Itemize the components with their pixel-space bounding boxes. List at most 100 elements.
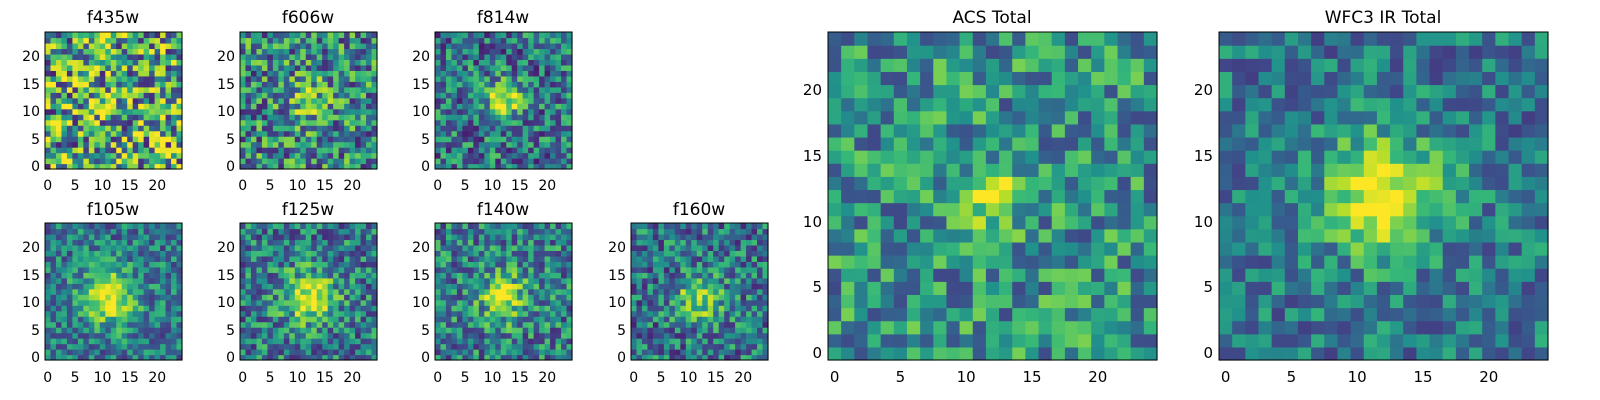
heatmap-cell	[250, 136, 258, 143]
heatmap-cell	[544, 294, 551, 301]
heatmap-cell	[566, 294, 573, 301]
heatmap-cell	[456, 163, 463, 170]
heatmap-cell	[500, 37, 507, 44]
heatmap-cell	[66, 233, 73, 241]
heatmap-cell	[663, 228, 670, 235]
heatmap-cell	[138, 92, 145, 99]
heatmap-cell	[555, 53, 562, 60]
heatmap-cell	[561, 86, 568, 93]
heatmap-cell	[245, 305, 252, 312]
heatmap-cell	[445, 163, 453, 170]
heatmap-cell	[77, 92, 84, 99]
heatmap-cell	[245, 239, 252, 246]
heatmap-cell	[473, 75, 480, 82]
heatmap-cell	[322, 316, 329, 323]
heatmap-cell	[500, 310, 507, 317]
heatmap-cell	[121, 349, 128, 356]
heatmap-cell	[272, 81, 279, 88]
heatmap-cell	[316, 141, 323, 148]
heatmap-cell	[539, 255, 546, 262]
heatmap-cell	[294, 64, 301, 71]
heatmap-cell	[561, 70, 568, 77]
heatmap-cell	[240, 272, 247, 279]
heatmap-cell	[322, 223, 329, 230]
heatmap-cell	[94, 327, 101, 334]
heatmap-cell	[261, 244, 268, 251]
heatmap-cell	[451, 48, 458, 55]
heatmap-cell	[267, 53, 274, 60]
heatmap-cell	[854, 307, 869, 322]
heatmap-cell	[311, 228, 318, 235]
heatmap-cell	[500, 97, 507, 104]
heatmap-cell	[893, 228, 908, 243]
heatmap-cell	[240, 321, 247, 328]
heatmap-cell	[867, 150, 882, 164]
heatmap-cell	[511, 147, 518, 154]
heatmap-cell	[906, 215, 921, 230]
heatmap-cell	[517, 239, 524, 246]
heatmap-cell	[1117, 215, 1132, 230]
heatmap-cell	[110, 316, 117, 323]
heatmap-cell	[636, 272, 643, 279]
heatmap-cell	[707, 294, 714, 301]
heatmap-cell	[154, 244, 161, 251]
heatmap-cell	[729, 283, 736, 290]
heatmap-cell	[467, 152, 474, 159]
heatmap-cell	[674, 343, 681, 350]
heatmap-cell	[149, 75, 156, 82]
heatmap-cell	[327, 354, 334, 361]
heatmap-cell	[349, 163, 356, 170]
heatmap-cell	[713, 349, 720, 356]
heatmap-cell	[484, 92, 491, 99]
heatmap-cell	[713, 338, 720, 345]
heatmap-cell	[972, 176, 987, 191]
heatmap-cells	[240, 223, 378, 361]
heatmap-cell	[349, 108, 356, 115]
heatmap-cell	[685, 332, 692, 339]
y-ticks: 0 5 10 15 20	[217, 49, 235, 175]
heatmap-cell	[1104, 333, 1119, 348]
heatmap-cell	[138, 53, 145, 60]
heatmap-cell	[467, 125, 474, 132]
heatmap-cell	[946, 241, 961, 256]
heatmap-cell	[985, 97, 1000, 112]
heatmap-cell	[740, 272, 747, 279]
heatmap-cell	[533, 103, 540, 110]
heatmap-cell	[110, 321, 117, 328]
heatmap-cell	[127, 163, 134, 170]
heatmap-cell	[149, 250, 156, 257]
heatmap-cell	[283, 75, 290, 82]
heatmap-cell	[138, 354, 145, 361]
heatmap-cell	[713, 343, 720, 350]
heatmap-cell	[127, 108, 134, 115]
y-ticks: 0 5 10 15 20	[412, 49, 430, 175]
heatmap-cell	[959, 110, 974, 125]
heatmap-cell	[294, 147, 301, 154]
heatmap-cell	[149, 81, 156, 88]
heatmap-cell	[544, 354, 551, 361]
heatmap-cell	[641, 321, 649, 328]
heatmap-cell	[132, 70, 139, 77]
heatmap-cell	[121, 277, 128, 284]
heatmap-cell	[1143, 163, 1158, 177]
heatmap-cell	[149, 119, 156, 126]
heatmap-cell	[647, 310, 654, 317]
heatmap-cell	[435, 321, 442, 328]
heatmap-cell	[66, 332, 73, 339]
heatmap-cell	[478, 244, 485, 251]
heatmap-cell	[45, 97, 52, 104]
heatmap-cell	[132, 97, 139, 104]
heatmap-cell	[116, 70, 123, 77]
heatmap-cell	[880, 333, 895, 348]
heatmap-cell	[539, 125, 546, 132]
heatmap-cell	[435, 48, 442, 55]
heatmap-cell	[1117, 202, 1132, 217]
heatmap-cell	[636, 343, 643, 350]
heatmap-cell	[72, 103, 79, 110]
heatmap-cell	[985, 150, 1000, 164]
heatmap-cell	[636, 288, 643, 295]
heatmap-cell	[371, 48, 378, 55]
heatmap-cell	[278, 114, 285, 121]
heatmap-cell	[283, 294, 290, 301]
heatmap-cell	[66, 288, 73, 295]
